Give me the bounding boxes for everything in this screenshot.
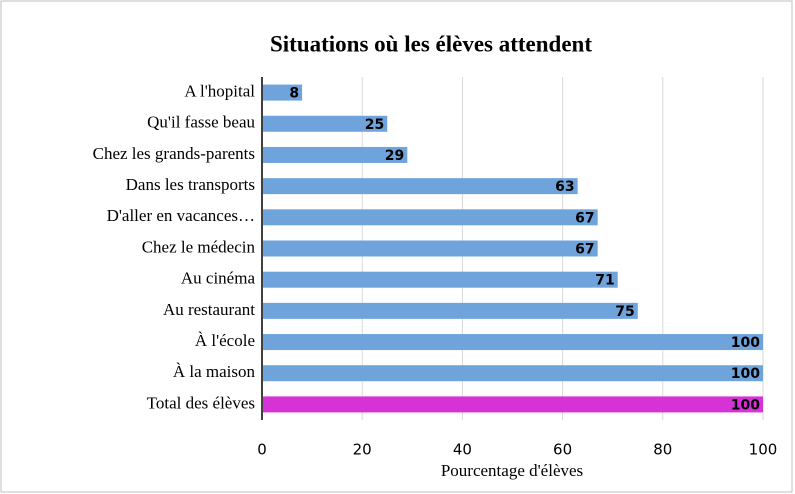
data-label: 25 bbox=[365, 117, 384, 133]
x-tick-label: 100 bbox=[749, 441, 778, 459]
bar bbox=[262, 302, 638, 319]
data-label: 71 bbox=[595, 273, 614, 289]
y-tick-label: D'aller en vacances… bbox=[107, 206, 255, 225]
x-tick-label: 20 bbox=[353, 441, 372, 459]
bar bbox=[262, 209, 598, 226]
x-tick-label: 40 bbox=[453, 441, 472, 459]
data-label: 8 bbox=[289, 86, 299, 102]
x-tick-label: 0 bbox=[257, 441, 267, 459]
bar bbox=[262, 178, 578, 195]
data-label: 100 bbox=[731, 335, 760, 351]
bar bbox=[262, 84, 303, 101]
bar bbox=[262, 396, 763, 413]
data-label: 75 bbox=[615, 304, 634, 320]
y-tick-label: Au restaurant bbox=[163, 300, 255, 319]
bar bbox=[262, 271, 618, 288]
data-label: 100 bbox=[731, 366, 760, 382]
data-label: 29 bbox=[385, 148, 404, 164]
y-tick-label: Au cinéma bbox=[181, 269, 256, 288]
data-label: 67 bbox=[575, 210, 594, 226]
y-tick-label: Chez le médecin bbox=[142, 237, 256, 256]
data-label: 63 bbox=[555, 179, 574, 195]
x-tick-label: 80 bbox=[653, 441, 672, 459]
bar bbox=[262, 365, 763, 382]
y-tick-label: À l'école bbox=[195, 331, 255, 350]
bar bbox=[262, 334, 763, 351]
bar bbox=[262, 115, 388, 132]
y-tick-label: Total des élèves bbox=[147, 393, 255, 412]
bar bbox=[262, 240, 598, 257]
y-tick-label: Dans les transports bbox=[126, 175, 255, 194]
y-tick-label: Chez les grands-parents bbox=[93, 144, 255, 163]
bar bbox=[262, 146, 408, 163]
y-tick-label: À la maison bbox=[173, 362, 256, 381]
y-tick-label: A l'hopital bbox=[184, 81, 255, 100]
x-axis-title: Pourcentage d'élèves bbox=[441, 461, 583, 480]
data-label: 100 bbox=[731, 397, 760, 413]
data-label: 67 bbox=[575, 242, 594, 258]
y-tick-label: Qu'il fasse beau bbox=[147, 113, 255, 132]
chart-title: Situations où les élèves attendent bbox=[270, 31, 592, 56]
x-tick-label: 60 bbox=[553, 441, 572, 459]
